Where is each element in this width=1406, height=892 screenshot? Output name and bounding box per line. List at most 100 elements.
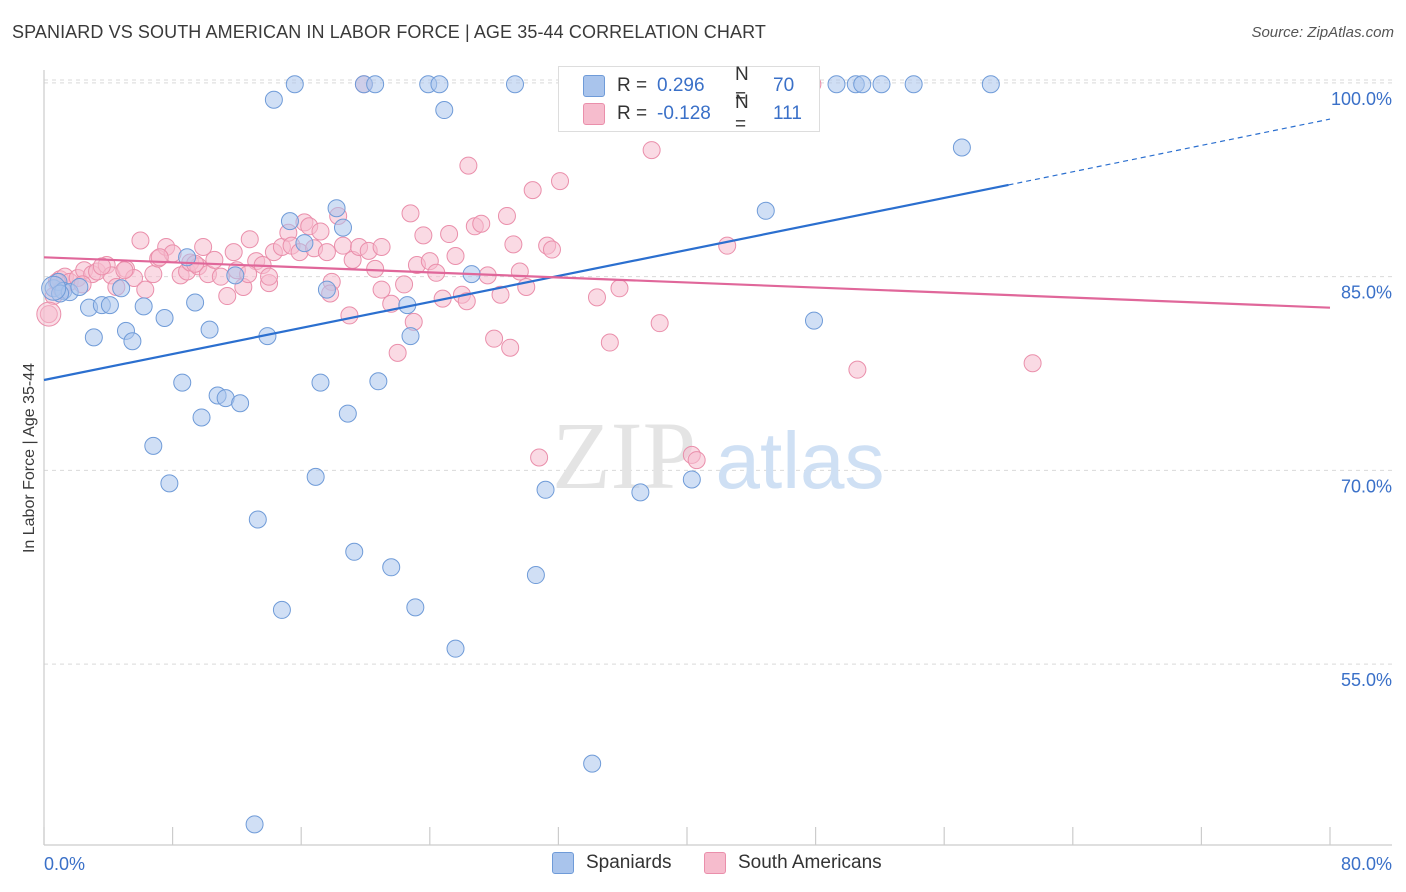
spaniards-points — [41, 75, 1000, 834]
spaniard-point — [333, 218, 352, 237]
south-american-point — [144, 265, 163, 284]
legend-n-value: 111 — [773, 103, 802, 124]
spaniard-point — [338, 404, 357, 423]
south-american-point — [610, 279, 629, 298]
spaniard-point — [435, 101, 454, 120]
legend-swatch-blue — [583, 75, 605, 97]
x-tick-label-min: 0.0% — [44, 854, 85, 874]
spaniard-point — [226, 266, 245, 285]
south-americans-trend-line — [43, 256, 1331, 309]
spaniard-point — [853, 75, 872, 94]
legend-label-spaniards: Spaniards — [586, 852, 672, 873]
spaniard-point — [272, 600, 291, 619]
legend-item-spaniards[interactable]: Spaniards — [552, 852, 672, 874]
south-american-point — [501, 338, 520, 357]
spaniard-point — [536, 480, 555, 499]
spaniard-point — [295, 234, 314, 253]
spaniard-point — [430, 75, 449, 94]
south-american-point — [600, 333, 619, 352]
watermark-zip: ZIP — [552, 402, 696, 509]
spaniard-point — [382, 558, 401, 577]
south-american-point — [224, 243, 243, 262]
y-tick-label: 85.0% — [1341, 283, 1392, 303]
x-tick-label-max: 80.0% — [1341, 854, 1392, 874]
spaniard-point — [981, 75, 1000, 94]
south-american-point — [395, 275, 414, 294]
spaniard-point — [280, 212, 299, 231]
axes — [43, 70, 1392, 846]
legend-item-south-americans[interactable]: South Americans — [704, 852, 882, 874]
south-american-point — [687, 451, 706, 470]
spaniards-trend-extension — [1008, 118, 1331, 186]
spaniard-point — [192, 408, 211, 427]
south-american-point — [194, 237, 213, 256]
source-label: Source: ZipAtlas.com — [1251, 24, 1394, 41]
spaniard-point — [231, 394, 250, 413]
spaniard-point — [904, 75, 923, 94]
south-american-point — [459, 156, 478, 175]
legend-r-label: R = — [617, 103, 648, 124]
spaniard-point — [264, 90, 283, 109]
south-american-point — [440, 225, 459, 244]
spaniard-point — [173, 373, 192, 392]
south-american-point-large — [36, 301, 62, 327]
spaniard-point — [311, 373, 330, 392]
south-american-point — [530, 448, 549, 467]
chart-title: SPANIARD VS SOUTH AMERICAN IN LABOR FORC… — [12, 22, 766, 42]
south-american-point — [542, 240, 561, 259]
south-american-point — [92, 257, 111, 276]
south-american-point — [457, 292, 476, 311]
south-american-point — [340, 306, 359, 325]
spaniard-point — [186, 293, 205, 312]
y-tick-label: 70.0% — [1341, 476, 1392, 496]
spaniard-point-large — [41, 275, 67, 301]
legend-row-spaniards: R = 0.296 N = 70 — [583, 64, 794, 107]
trend-lines — [43, 118, 1331, 382]
south-american-point — [485, 329, 504, 348]
spaniard-point — [446, 639, 465, 658]
south-american-point — [510, 262, 529, 281]
spaniard-point — [200, 320, 219, 339]
spaniard-point — [144, 436, 163, 455]
spaniard-point — [366, 75, 385, 94]
south-american-point — [218, 287, 237, 306]
spaniard-point — [756, 201, 775, 220]
spaniard-point — [123, 332, 142, 351]
legend-swatch-blue — [552, 852, 574, 874]
spaniard-point — [505, 75, 524, 94]
y-tick-label: 100.0% — [1331, 89, 1392, 109]
spaniard-point — [682, 470, 701, 489]
south-american-point — [115, 261, 134, 280]
spaniard-point — [70, 278, 89, 296]
spaniard-point — [827, 75, 846, 94]
spaniard-point — [112, 279, 131, 298]
legend-n-label: N = — [735, 64, 749, 107]
south-american-point — [848, 360, 867, 379]
south-american-point — [136, 280, 155, 299]
legend-r-value: -0.128 — [657, 103, 711, 124]
spaniard-point — [134, 297, 153, 316]
legend-r-label: R = — [617, 75, 648, 96]
legend-label-south-americans: South Americans — [738, 852, 882, 873]
south-american-point — [372, 280, 391, 299]
spaniard-point — [306, 467, 325, 486]
south-american-point — [650, 314, 669, 333]
south-american-point — [523, 181, 542, 200]
spaniard-point — [317, 280, 336, 299]
y-tick-label: 55.0% — [1341, 670, 1392, 690]
spaniard-point — [245, 815, 264, 834]
series-legend: Spaniards South Americans — [0, 852, 1406, 878]
spaniard-point — [84, 328, 103, 347]
legend-swatch-pink — [704, 852, 726, 874]
south-american-point — [587, 288, 606, 307]
south-american-point — [388, 343, 407, 362]
south-american-point — [317, 243, 336, 262]
spaniard-point — [285, 75, 304, 94]
legend-n-label: N = — [735, 92, 749, 135]
spaniard-point — [369, 372, 388, 391]
correlation-legend: R = 0.296 N = 70 R = -0.128 N = 111 — [558, 64, 820, 135]
south-american-point — [372, 237, 391, 256]
spaniard-point — [155, 309, 174, 327]
spaniard-point — [401, 327, 420, 346]
